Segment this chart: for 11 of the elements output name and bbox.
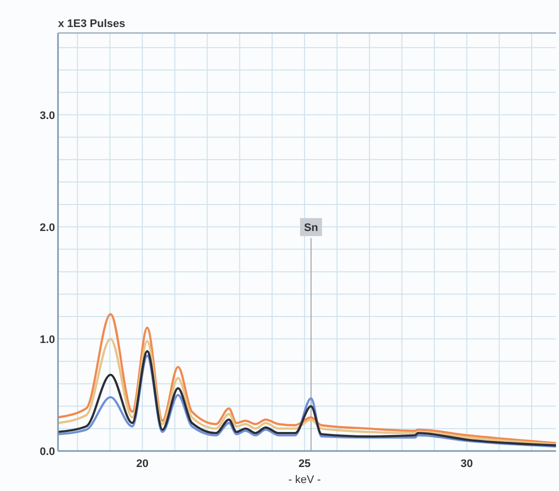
x-tick-label: 30 — [460, 458, 473, 470]
ref-line-label: Sn — [304, 222, 318, 234]
line-series — [56, 313, 558, 444]
x-tick-label: 20 — [136, 458, 148, 470]
y-axis-title: x 1E3 Pulses — [58, 18, 126, 30]
y-tick-label: 1.0 — [40, 334, 55, 346]
x-tick-label: 25 — [298, 458, 311, 470]
y-tick-label: 2.0 — [40, 222, 55, 234]
y-tick-label: 0.0 — [40, 446, 55, 458]
x-axis-title: - keV - — [288, 474, 322, 486]
y-tick-label: 3.0 — [40, 110, 55, 122]
